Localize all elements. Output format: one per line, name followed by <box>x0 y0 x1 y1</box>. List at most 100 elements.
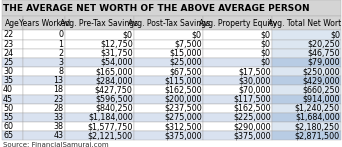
Text: 35: 35 <box>3 76 13 85</box>
Bar <box>65 49 134 58</box>
Text: $840,250: $840,250 <box>95 104 133 113</box>
Text: 18: 18 <box>54 86 64 95</box>
Text: $660,250: $660,250 <box>302 86 340 95</box>
Text: $914,000: $914,000 <box>302 95 340 104</box>
Bar <box>134 131 203 140</box>
Text: $225,000: $225,000 <box>233 113 271 122</box>
Text: $312,500: $312,500 <box>164 122 202 131</box>
Bar <box>134 122 203 131</box>
Text: $596,500: $596,500 <box>95 95 133 104</box>
Bar <box>134 40 203 49</box>
Text: $0: $0 <box>261 49 271 58</box>
Bar <box>2 113 24 122</box>
Bar <box>24 122 65 131</box>
Bar <box>272 67 341 76</box>
Bar <box>272 95 341 104</box>
Text: $427,750: $427,750 <box>95 86 133 95</box>
Bar <box>134 95 203 104</box>
Bar <box>24 95 65 104</box>
Text: $0: $0 <box>261 30 271 40</box>
Bar <box>2 95 24 104</box>
Bar <box>24 131 65 140</box>
Bar <box>272 49 341 58</box>
Text: 65: 65 <box>3 131 13 140</box>
Text: 25: 25 <box>3 58 13 67</box>
Bar <box>134 49 203 58</box>
Text: 23: 23 <box>53 95 64 104</box>
Text: 38: 38 <box>54 122 64 131</box>
Bar <box>65 76 134 85</box>
Text: Age: Age <box>5 19 20 28</box>
Text: $0: $0 <box>330 30 340 40</box>
Bar <box>65 40 134 49</box>
Bar <box>203 113 272 122</box>
Text: $30,000: $30,000 <box>238 76 271 85</box>
Text: $162,500: $162,500 <box>164 86 202 95</box>
Bar <box>65 113 134 122</box>
Bar <box>2 16 24 30</box>
Bar <box>134 76 203 85</box>
Text: $31,750: $31,750 <box>100 49 133 58</box>
Bar <box>2 122 24 131</box>
Bar <box>203 104 272 113</box>
Text: 45: 45 <box>3 95 13 104</box>
Text: $284,000: $284,000 <box>95 76 133 85</box>
Text: THE AVERAGE NET WORTH OF THE ABOVE AVERAGE PERSON: THE AVERAGE NET WORTH OF THE ABOVE AVERA… <box>3 4 310 13</box>
Bar <box>203 30 272 40</box>
Bar <box>65 30 134 40</box>
Text: Avg. Post-Tax Savings: Avg. Post-Tax Savings <box>128 19 210 28</box>
Bar <box>272 85 341 95</box>
Bar <box>272 40 341 49</box>
Bar <box>134 58 203 67</box>
Text: $165,000: $165,000 <box>95 67 133 76</box>
Bar <box>2 58 24 67</box>
Text: 2: 2 <box>58 49 64 58</box>
Bar <box>203 76 272 85</box>
Text: 60: 60 <box>3 122 13 131</box>
Bar <box>203 49 272 58</box>
Text: $117,500: $117,500 <box>233 95 271 104</box>
Text: 22: 22 <box>3 30 13 40</box>
Bar <box>65 67 134 76</box>
Text: $1,684,000: $1,684,000 <box>295 113 340 122</box>
Text: 50: 50 <box>3 104 13 113</box>
Bar <box>203 95 272 104</box>
Bar <box>65 58 134 67</box>
Text: $375,000: $375,000 <box>164 131 202 140</box>
Text: $275,000: $275,000 <box>164 113 202 122</box>
Bar <box>272 113 341 122</box>
Bar <box>134 67 203 76</box>
Bar <box>203 85 272 95</box>
Text: $429,000: $429,000 <box>302 76 340 85</box>
Bar <box>134 113 203 122</box>
Bar <box>2 67 24 76</box>
Text: $0: $0 <box>192 30 202 40</box>
Bar <box>272 104 341 113</box>
Text: 40: 40 <box>3 86 13 95</box>
Bar <box>65 85 134 95</box>
Bar <box>24 104 65 113</box>
Text: $2,871,500: $2,871,500 <box>295 131 340 140</box>
Text: $1,240,250: $1,240,250 <box>295 104 340 113</box>
Bar <box>24 40 65 49</box>
Bar <box>272 30 341 40</box>
Text: $54,000: $54,000 <box>100 58 133 67</box>
Text: Years Worked: Years Worked <box>18 19 70 28</box>
Bar <box>2 30 24 40</box>
Text: 55: 55 <box>3 113 13 122</box>
Text: 33: 33 <box>54 113 64 122</box>
Text: 3: 3 <box>58 58 64 67</box>
Bar <box>2 131 24 140</box>
Bar <box>2 76 24 85</box>
Bar <box>272 131 341 140</box>
Bar <box>65 95 134 104</box>
Text: $17,500: $17,500 <box>238 67 271 76</box>
Bar <box>65 131 134 140</box>
Bar <box>272 16 341 30</box>
Bar <box>2 40 24 49</box>
Text: 8: 8 <box>58 67 64 76</box>
Text: $0: $0 <box>261 40 271 49</box>
Text: 43: 43 <box>54 131 64 140</box>
Text: Avg. Pre-Tax Savings: Avg. Pre-Tax Savings <box>61 19 139 28</box>
Text: Avg. Property Equity: Avg. Property Equity <box>199 19 277 28</box>
